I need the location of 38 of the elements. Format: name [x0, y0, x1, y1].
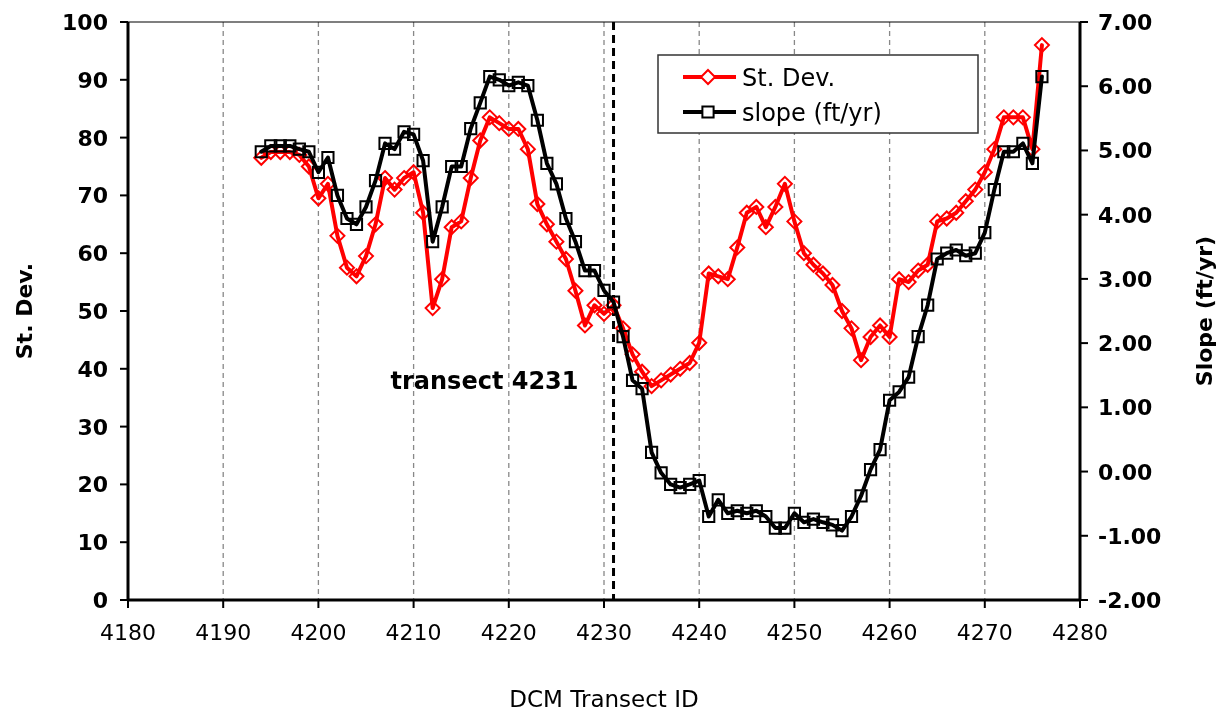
y-tick-label: 70 — [77, 183, 108, 209]
y2-tick-label: 4.00 — [1098, 202, 1153, 228]
y-tick-label: 100 — [62, 10, 108, 35]
y2-axis-title: Slope (ft/yr) — [1192, 235, 1217, 387]
x-axis-title: DCM Transect ID — [509, 686, 699, 709]
y2-tick-label: -1.00 — [1098, 523, 1162, 549]
x-tick-label: 4220 — [480, 620, 537, 645]
y-tick-label: 20 — [77, 472, 108, 498]
x-tick-label: 4200 — [290, 620, 347, 645]
legend-label: St. Dev. — [742, 64, 836, 92]
y-tick-label: 40 — [77, 356, 108, 382]
y2-tick-label: 5.00 — [1098, 138, 1153, 164]
x-tick-label: 4210 — [385, 620, 442, 645]
y-tick-label: 10 — [77, 530, 108, 556]
y-axis-title: St. Dev. — [12, 262, 37, 360]
y2-tick-label: 1.00 — [1098, 395, 1153, 421]
y2-tick-label: -2.00 — [1098, 588, 1162, 613]
y-tick-label: 30 — [77, 414, 108, 440]
legend-label: slope (ft/yr) — [742, 99, 882, 127]
x-tick-label: 4260 — [861, 620, 918, 645]
y2-tick-label: 0.00 — [1098, 459, 1153, 485]
x-tick-label: 4190 — [195, 620, 252, 645]
y-tick-label: 80 — [77, 125, 108, 151]
x-tick-label: 4240 — [671, 620, 728, 645]
y-tick-label: 90 — [77, 67, 108, 93]
y-tick-label: 60 — [77, 241, 108, 267]
y2-tick-label: 6.00 — [1098, 74, 1153, 100]
ref-line-label: transect 4231 — [390, 367, 579, 395]
y2-tick-label: 2.00 — [1098, 331, 1153, 357]
y-tick-label: 0 — [92, 588, 108, 613]
x-tick-label: 4180 — [100, 620, 156, 645]
x-tick-label: 4250 — [766, 620, 823, 645]
y2-tick-label: 3.00 — [1098, 266, 1153, 292]
x-tick-label: 4270 — [956, 620, 1013, 645]
y-tick-label: 50 — [77, 299, 108, 324]
y2-tick-label: 7.00 — [1098, 10, 1153, 35]
x-tick-label: 4280 — [1052, 620, 1108, 645]
x-tick-label: 4230 — [576, 620, 632, 645]
